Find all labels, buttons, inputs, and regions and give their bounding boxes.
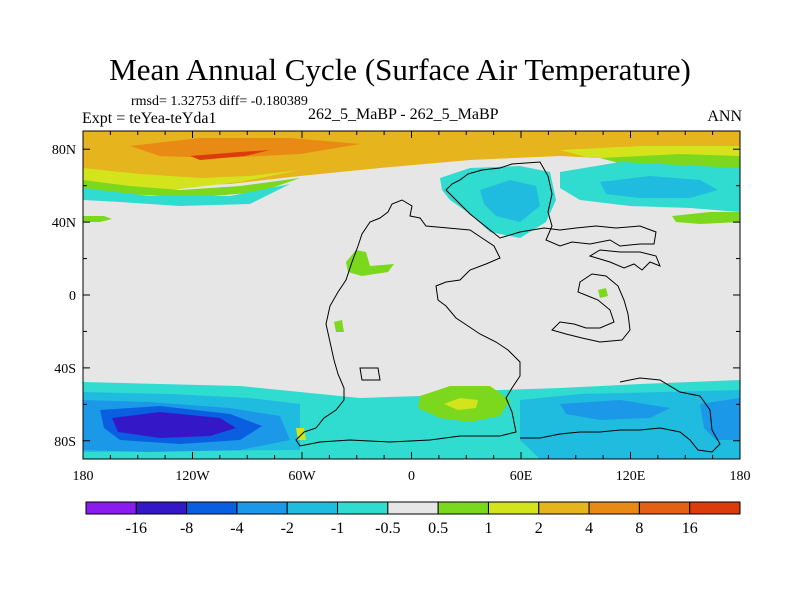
- colorbar-swatch: [286, 501, 339, 515]
- x-tick-label: 120E: [616, 469, 646, 484]
- y-tick-label: 80N: [52, 143, 76, 158]
- field-north-atlantic-cool-inner: [480, 180, 540, 222]
- field-northern-cyan-edge: [83, 184, 290, 206]
- colorbar-swatch: [186, 501, 238, 515]
- colorbar-swatch: [437, 501, 489, 515]
- field-south-atlantic-warm-core: [444, 398, 478, 410]
- coastline-southern-east: [520, 377, 721, 453]
- colorbar-label: -16: [126, 520, 147, 537]
- y-tick-label: 0: [69, 289, 76, 304]
- colorbar-label: 8: [635, 520, 643, 537]
- y-tick-label: 40N: [52, 216, 76, 231]
- coastline-east-lobe: [588, 249, 661, 271]
- coastline-main-continent: [295, 161, 657, 447]
- x-tick-label: 180: [73, 469, 94, 484]
- colorbar-label: -2: [281, 520, 294, 537]
- x-tick-label: 0: [408, 469, 415, 484]
- colorbar-labels: -16 -8 -4 -2 -1 -0.5 0.5 1 2 4 8 16: [126, 520, 698, 537]
- colorbar-swatch: [588, 501, 640, 515]
- colorbar-swatch: [487, 501, 540, 515]
- axis-ticks: [82, 131, 741, 459]
- colorbar-label: -0.5: [375, 520, 400, 537]
- field-north-pacific-cool-inner: [600, 176, 718, 198]
- field-west-green-sliver: [83, 216, 112, 222]
- colorbar-swatch: [387, 501, 439, 515]
- x-tick-label: 180: [730, 469, 751, 484]
- season-label: ANN: [707, 108, 742, 125]
- colorbar-swatch: [85, 501, 137, 515]
- colorbar-label: 0.5: [428, 520, 448, 537]
- colorbar-label: 2: [535, 520, 543, 537]
- experiment-label: Expt = teYea-teYda1: [82, 110, 217, 127]
- coastlines: [295, 161, 721, 453]
- field-northern-strong-warm-core: [130, 138, 360, 158]
- colorbar-swatch: [638, 501, 691, 515]
- colorbar-swatch: [236, 501, 288, 515]
- colorbar-label: 4: [585, 520, 593, 537]
- comparison-label: 262_5_MaBP - 262_5_MaBP: [308, 106, 499, 123]
- axis-tick-labels: 180 120W 60W 0 60E 120E 180 80N 40N 0 40S 80S: [52, 143, 751, 484]
- field-northern-red-streak: [190, 150, 270, 160]
- colorbar-swatch: [689, 501, 741, 515]
- coastline-small-inlet: [359, 367, 381, 381]
- colorbar-label: 16: [682, 520, 698, 537]
- field-north-pacific-green: [672, 212, 740, 224]
- y-tick-label: 40S: [54, 362, 76, 377]
- x-tick-label: 60W: [288, 469, 316, 484]
- field-interior-green-patch: [346, 250, 394, 276]
- field-southern-east-mid: [560, 400, 670, 420]
- colorbar-label: -4: [230, 520, 243, 537]
- map-field: [83, 131, 740, 459]
- rmsd-diff-label: rmsd= 1.32753 diff= -0.180389: [131, 94, 308, 109]
- colorbar-label: -8: [180, 520, 193, 537]
- colorbar-swatch: [337, 501, 389, 515]
- field-southern-east-strong: [700, 398, 740, 440]
- colorbar: [85, 501, 741, 515]
- field-northern-yellow-edge: [83, 168, 300, 190]
- field-southern-deepest-core: [112, 412, 236, 438]
- field-coast-small-green: [334, 320, 344, 332]
- colorbar-label: 1: [484, 520, 492, 537]
- x-tick-label: 120W: [175, 469, 210, 484]
- coastline-island-ring: [551, 273, 631, 343]
- colorbar-swatch: [135, 501, 188, 515]
- colorbar-label: -1: [331, 520, 344, 537]
- colorbar-swatch: [538, 501, 590, 515]
- chart-title: Mean Annual Cycle (Surface Air Temperatu…: [109, 52, 691, 87]
- x-tick-label: 60E: [510, 469, 533, 484]
- y-tick-label: 80S: [54, 435, 76, 450]
- field-interior-small-green: [598, 288, 608, 298]
